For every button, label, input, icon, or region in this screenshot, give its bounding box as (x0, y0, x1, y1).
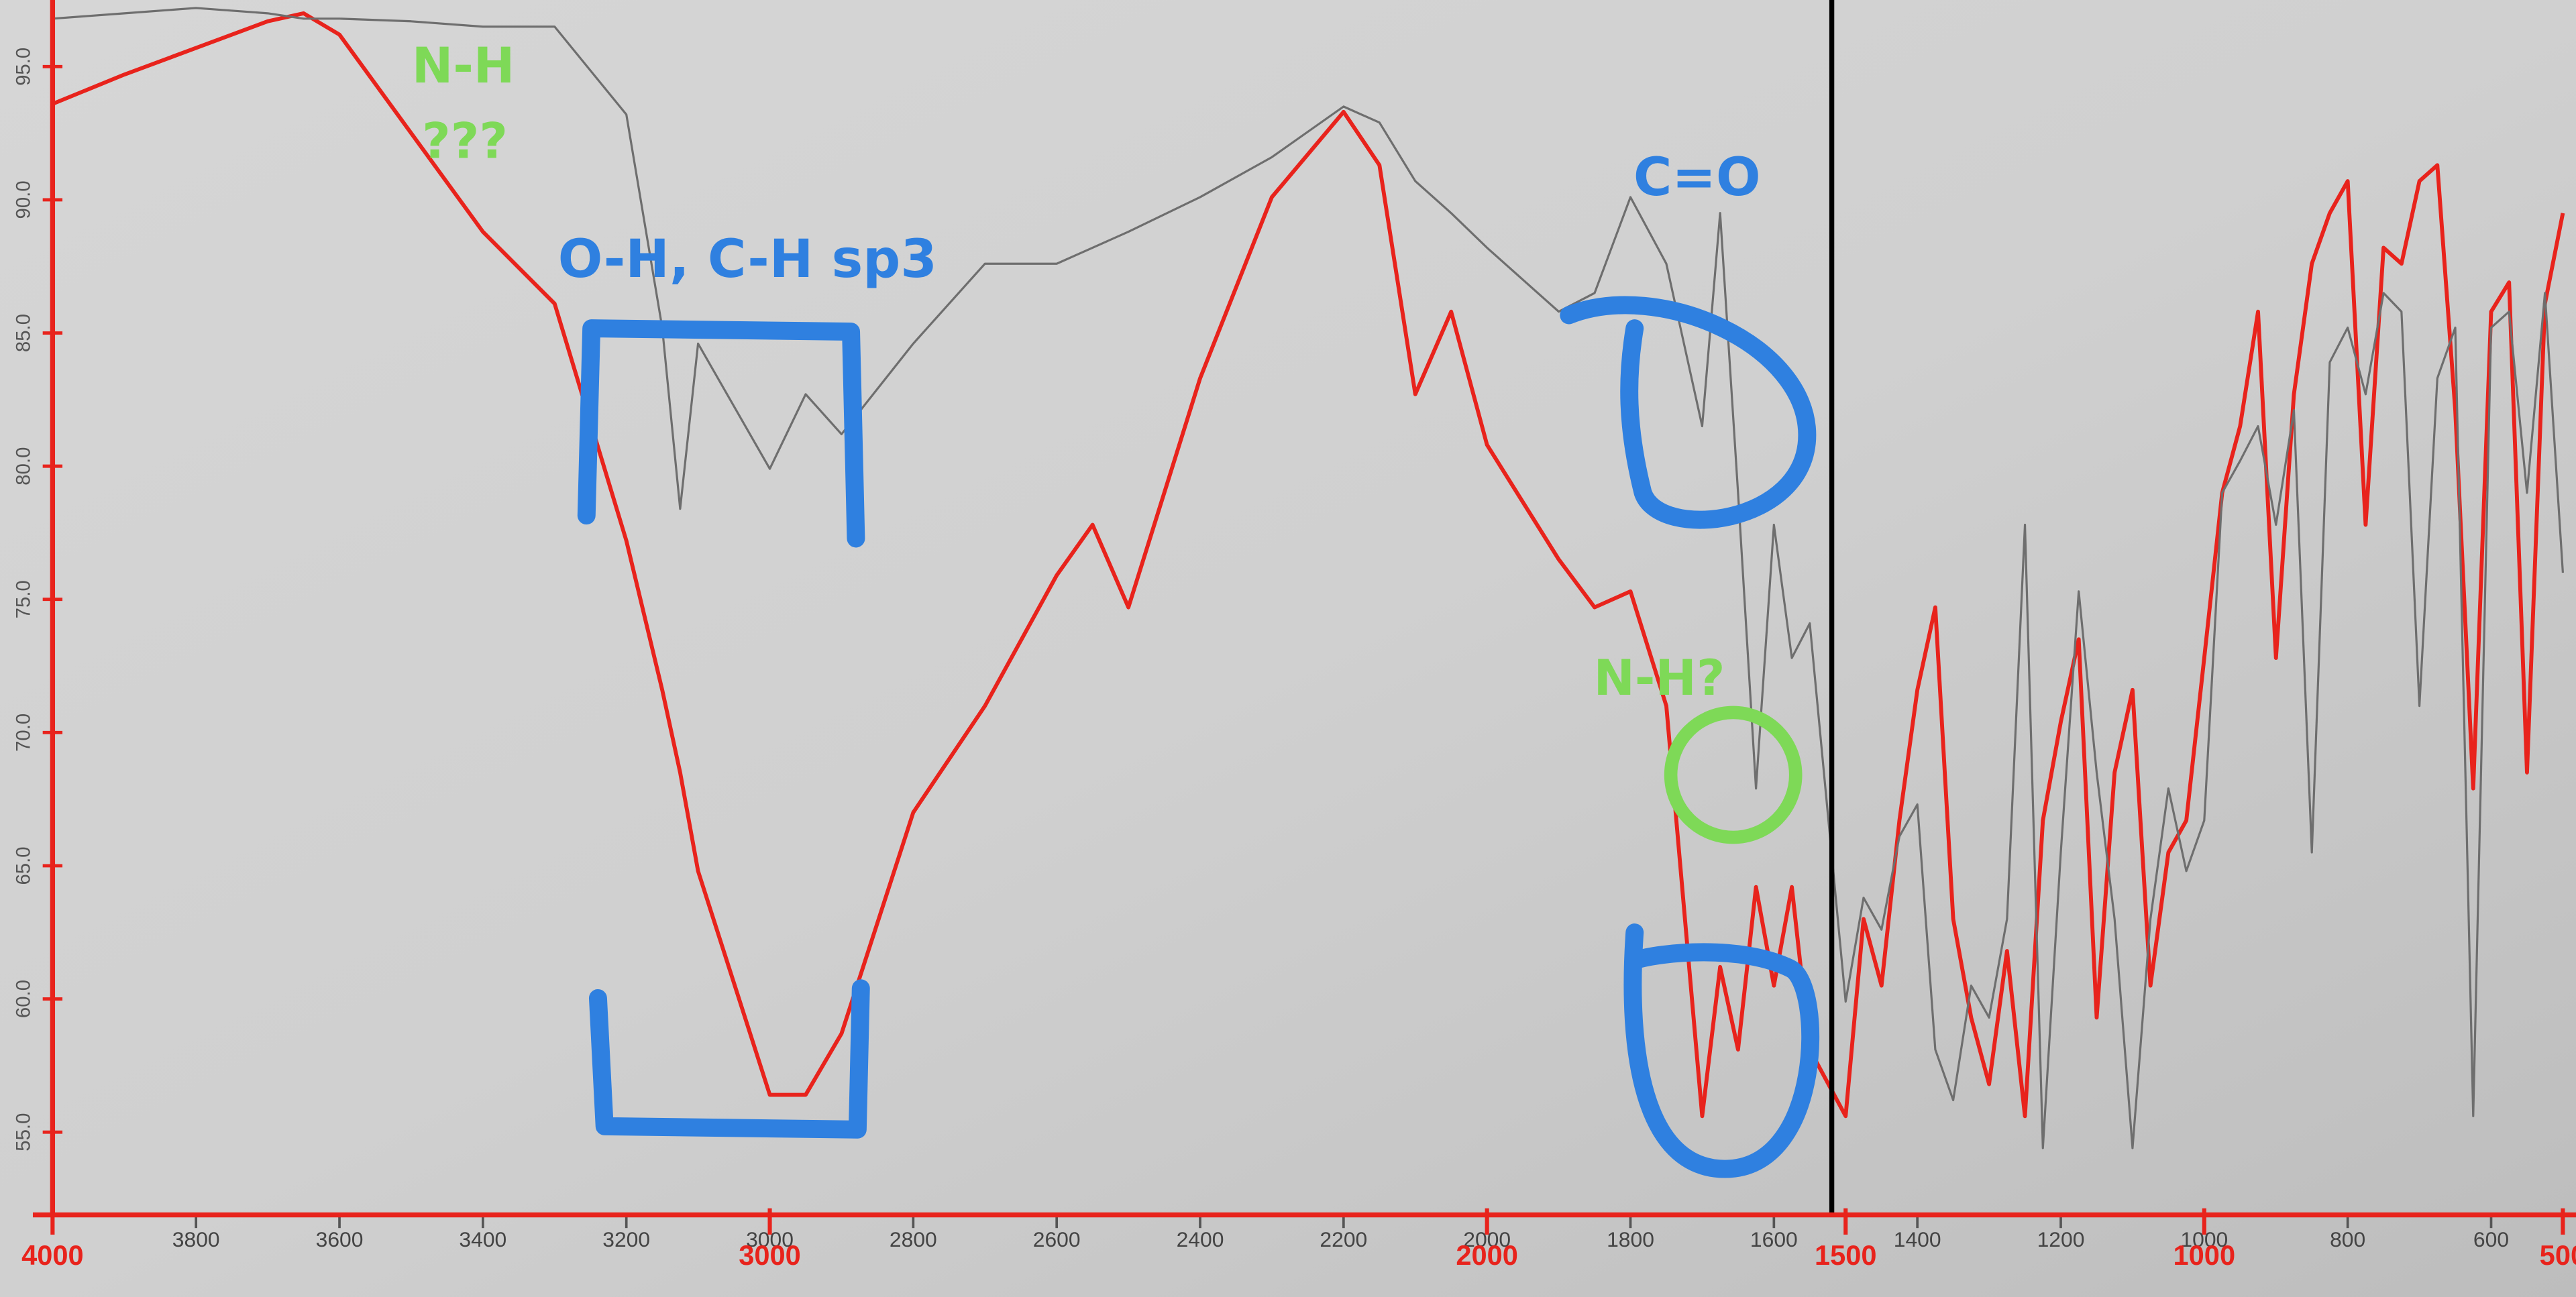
x-tick-label: 2800 (890, 1227, 937, 1251)
x-tick-label: 2200 (1320, 1227, 1367, 1251)
y-tick-label: 85.0 (12, 314, 34, 352)
x-tick-label: 600 (2473, 1227, 2509, 1251)
annotation: ??? (422, 113, 508, 170)
x-major-tick-label: 3000 (739, 1239, 801, 1271)
y-tick-label: 70.0 (12, 714, 34, 752)
x-major-tick-label: 4000 (21, 1239, 84, 1271)
y-tick-label: 95.0 (12, 48, 34, 86)
y-tick-label: 60.0 (12, 980, 34, 1018)
x-major-tick-label: 1000 (2174, 1239, 2236, 1271)
x-tick-label: 3200 (602, 1227, 650, 1251)
x-tick-label: 3400 (459, 1227, 506, 1251)
x-tick-label: 2600 (1033, 1227, 1081, 1251)
x-tick-label: 3600 (316, 1227, 364, 1251)
x-tick-label: 1400 (1894, 1227, 1941, 1251)
x-tick-label: 1200 (2037, 1227, 2085, 1251)
y-tick-label: 90.0 (12, 180, 34, 219)
y-tick-label: 80.0 (12, 447, 34, 486)
annotation: C=O (1633, 147, 1761, 208)
page: {"chart_data": { "type": "line", "x": [4… (0, 0, 2576, 1297)
y-tick-label: 75.0 (12, 580, 34, 618)
y-tick-label: 55.0 (12, 1113, 34, 1151)
annotation: O-H, C-H sp3 (558, 229, 937, 290)
annotation: N-H (412, 38, 515, 95)
y-tick-label: 65.0 (12, 846, 34, 885)
x-major-tick-label: 2000 (1456, 1239, 1518, 1271)
background (0, 0, 2576, 1297)
x-major-tick-label: 500 (2540, 1239, 2576, 1271)
x-tick-label: 1600 (1750, 1227, 1798, 1251)
x-tick-label: 3800 (172, 1227, 220, 1251)
x-tick-label: 800 (2330, 1227, 2365, 1251)
x-tick-label: 1800 (1607, 1227, 1654, 1251)
annotation: N-H? (1593, 650, 1725, 707)
x-major-tick-label: 1500 (1815, 1239, 1877, 1271)
x-tick-label: 2400 (1177, 1227, 1224, 1251)
chart: 55.0 60.0 65.0 70.0 75.0 80.0 85.0 90.0 95.0 3800… (0, 0, 2576, 1297)
